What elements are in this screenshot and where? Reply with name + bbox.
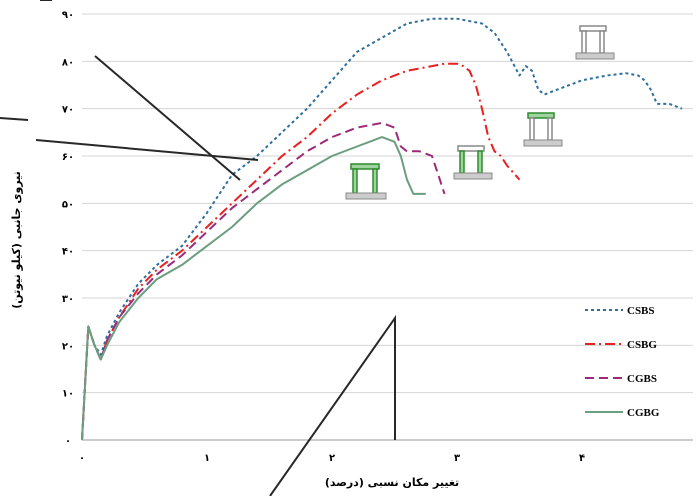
legend-label-cgbs: CGBS [627,373,657,385]
watermark-strokes [0,0,396,496]
y-tick-label: ۵۰ [62,199,74,210]
series-line-csbg [81,62,521,441]
frame-icon-csbs [575,25,615,60]
series-line-cgbs [81,121,446,441]
y-tick-label: ۰ [65,436,71,447]
x-tick-label: ۴ [579,453,585,464]
frame-icon-cgbs [453,145,493,180]
y-tick-label: ۴۰ [62,247,74,258]
y-tick-label: ۲۰ [62,341,74,352]
legend-label-cgbg: CGBG [627,407,660,419]
y-tick-label: ۱۰ [62,389,74,400]
legend-label-csbg: CSBG [627,339,657,351]
x-tick-label: ۰ [79,453,85,464]
y-tick-label: ۷۰ [62,105,74,116]
legend-label-csbs: CSBS [627,305,655,317]
x-axis-title: تغییر مکان نسبی (درصد) [325,476,459,489]
y-tick-label: ۸۰ [62,57,74,68]
y-axis-title: نیروی جانبی (کیلو نیوتن) [10,171,23,309]
x-tick-label: ۱ [204,453,210,464]
y-tick-label: ۹۰ [62,10,74,21]
series-lines [81,17,683,441]
gridlines [82,13,693,394]
x-tick-label: ۲ [329,453,335,464]
frame-icon-csbg [523,112,563,147]
series-line-csbs [81,17,683,441]
legend: CSBS CSBG CGBS CGBG [585,305,660,419]
x-tick-label: ۳ [454,453,460,464]
y-tick-label: ۶۰ [62,152,74,163]
y-tick-label: ۳۰ [62,294,74,305]
frame-icon-cgbg [345,163,387,200]
series-line-cgbg [81,136,426,441]
tick-labels: ۰ ۱۰ ۲۰ ۳۰ ۴۰ ۵۰ ۶۰ ۷۰ ۸۰ ۹۰ ۰ ۱ ۲ ۳ ۴ [62,10,585,464]
